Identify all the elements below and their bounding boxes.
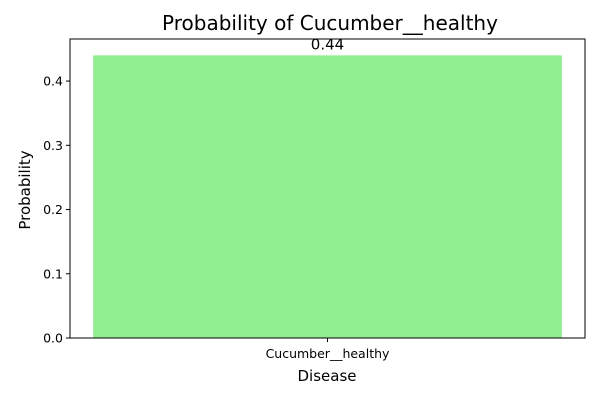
axes-frame: [69, 38, 586, 339]
y-tick-label: 0.0: [43, 331, 63, 346]
bar-value-label: 0.44: [311, 35, 344, 53]
plot-area: 0.44 Cucumber__healthy 0.0 0.1 0.2 0.3 0.4: [43, 35, 586, 361]
x-axis-label: Disease: [298, 367, 357, 385]
bar-Cucumber__healthy: [93, 55, 562, 338]
chart-title: Probability of Cucumber__healthy: [162, 11, 498, 35]
x-tick-label: Cucumber__healthy: [266, 346, 390, 361]
y-tick-label: 0.2: [43, 202, 63, 217]
y-tick-label: 0.4: [43, 74, 63, 89]
y-tick-label: 0.1: [43, 266, 63, 281]
y-tick-label: 0.3: [43, 138, 63, 153]
y-axis-label: Probability: [16, 150, 34, 229]
